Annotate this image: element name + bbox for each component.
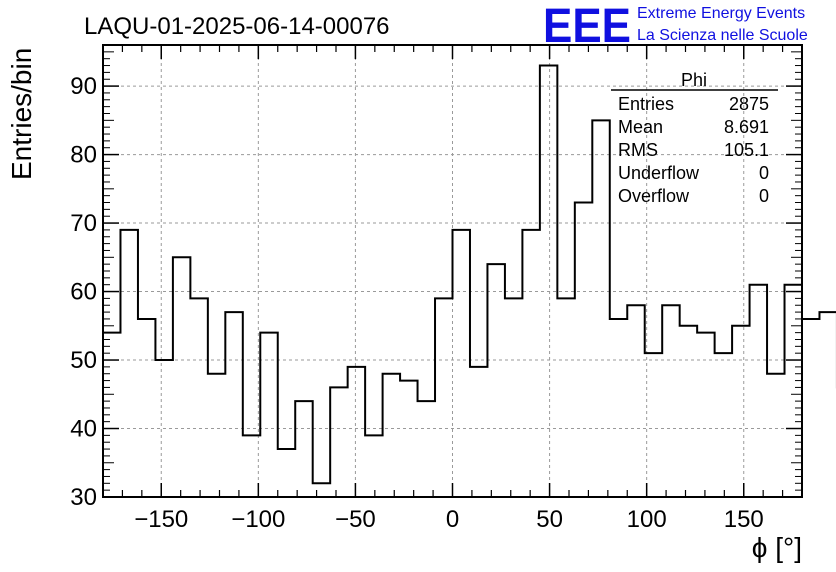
y-tick-label: 80 [70,142,97,169]
eee-logo: EEE [543,0,631,53]
stats-rows: Entries 2875 Mean 8.691 RMS 105.1 Underflow 0 Ov… [618,94,769,206]
y-tick-label: 30 [70,484,97,511]
x-tick-label: −50 [335,506,376,533]
grid-lines [103,45,802,498]
stats-row-label: Underflow [618,163,700,183]
logo-line-1: Extreme Energy Events [637,5,805,22]
x-tick-label: 100 [627,506,667,533]
stats-row-label: Overflow [618,186,690,206]
x-tick-label: 150 [724,506,764,533]
x-tick-label: −150 [134,506,188,533]
stats-row-value: 8.691 [724,117,769,137]
stats-row-label: RMS [618,140,658,160]
x-tick-label: −100 [231,506,285,533]
stats-row-value: 0 [759,186,769,206]
stats-box-name: Phi [681,70,707,90]
stats-row-label: Entries [618,94,674,114]
x-tick-label: 50 [536,506,563,533]
stats-row-value: 0 [759,163,769,183]
y-tick-label: 50 [70,347,97,374]
chart-title: LAQU-01-2025-06-14-00076 [84,13,390,40]
tick-labels: −150 −100 −50 0 50 100 150 30 40 50 60 70 80 90 [70,73,763,533]
y-tick-label: 70 [70,210,97,237]
y-axis-title: Entries/bin [6,48,37,180]
logo-line-2: La Scienza nelle Scuole [637,27,808,44]
y-tick-label: 40 [70,416,97,443]
y-tick-label: 90 [70,73,97,100]
stats-row-label: Mean [618,117,663,137]
stats-row-value: 105.1 [724,140,769,160]
stats-row-value: 2875 [729,94,769,114]
stats-box: Phi Entries 2875 Mean 8.691 RMS 105.1 Underflo… [611,70,778,206]
y-tick-label: 60 [70,279,97,306]
histogram-line [103,64,836,485]
x-axis-title: ϕ [°] [752,532,802,563]
x-tick-label: 0 [446,506,459,533]
axis-ticks [103,45,802,498]
